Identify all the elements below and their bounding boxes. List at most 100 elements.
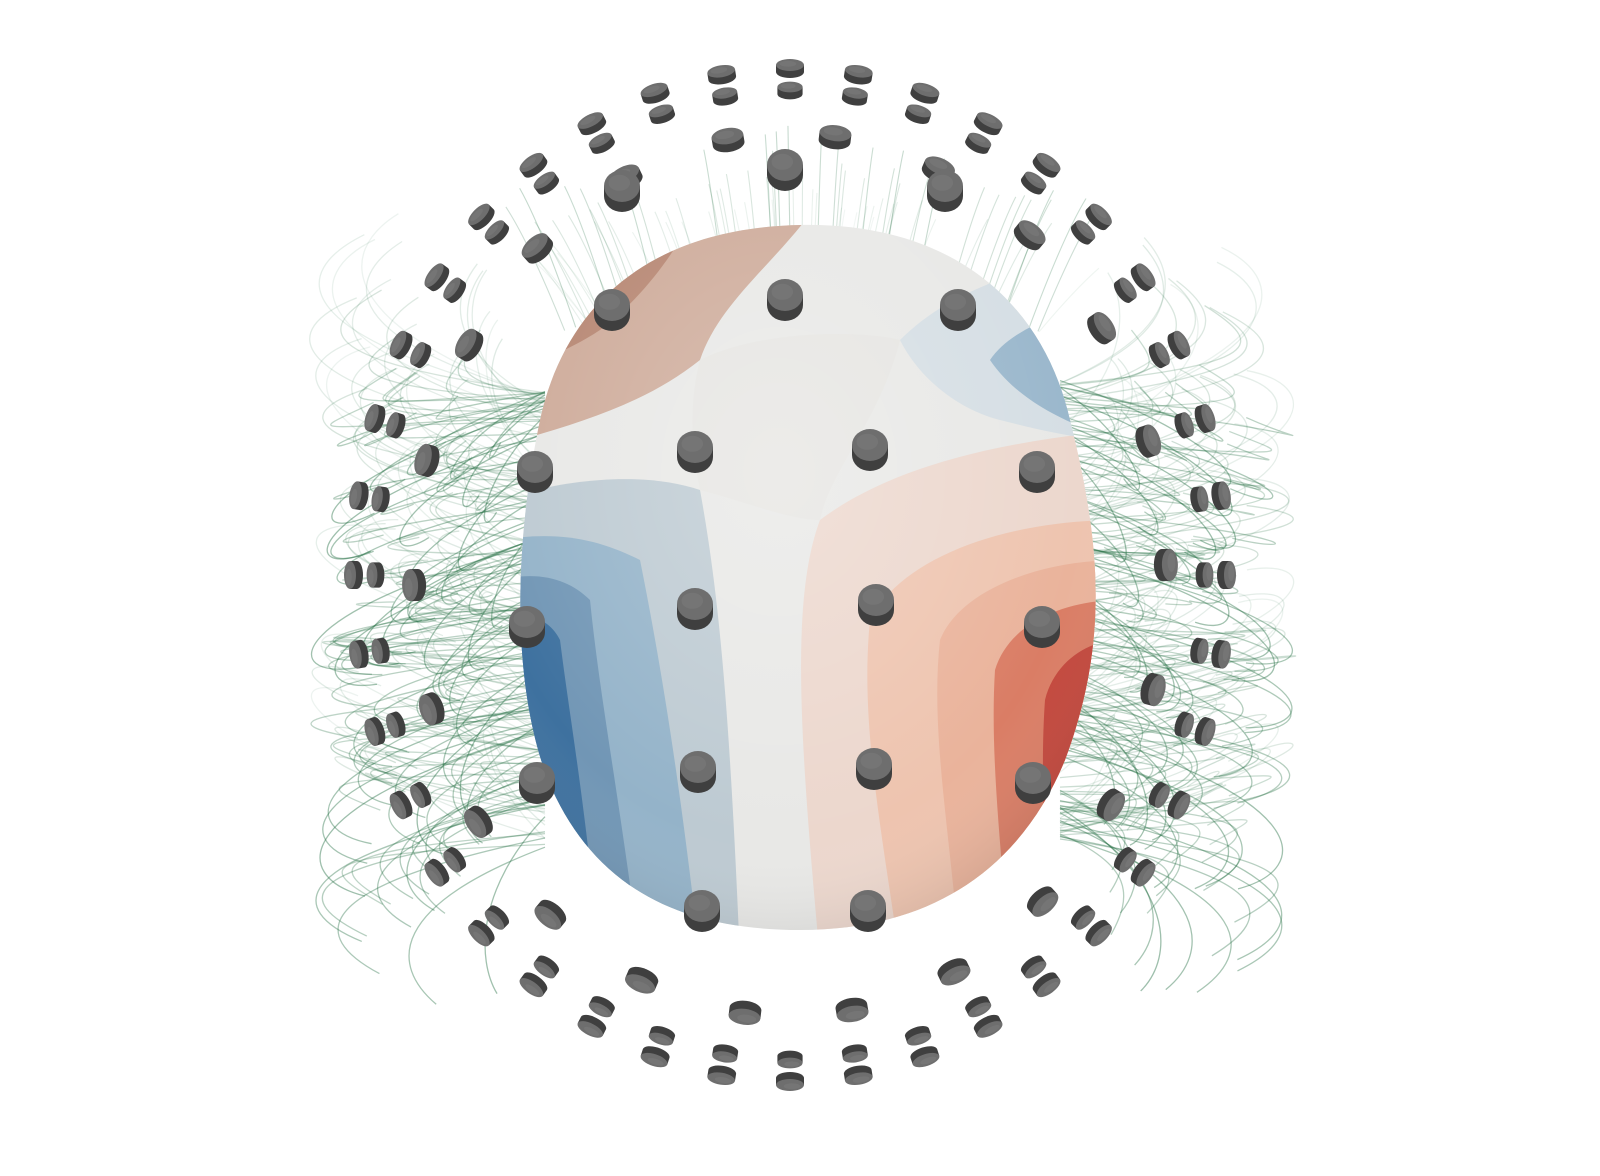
meg-sensor <box>484 905 510 930</box>
field-line <box>1059 505 1164 537</box>
field-line <box>442 663 546 791</box>
meg-sensor <box>386 711 406 738</box>
meg-sensor <box>519 972 548 998</box>
field-line <box>441 493 546 605</box>
field-line <box>443 639 546 696</box>
field-line <box>436 423 546 493</box>
field-line <box>1059 483 1290 546</box>
field-line <box>1059 659 1255 718</box>
eeg-electrode <box>858 584 894 626</box>
field-line <box>465 490 546 616</box>
meg-sensor <box>364 717 386 747</box>
field-line <box>334 726 546 789</box>
field-line <box>457 455 546 571</box>
field-line <box>1059 605 1136 710</box>
field-line <box>466 720 546 844</box>
field-line <box>429 492 546 544</box>
field-line <box>1059 684 1258 713</box>
field-line <box>1059 283 1199 454</box>
meg-sensor <box>841 87 868 106</box>
field-line <box>414 597 546 731</box>
field-line <box>1059 504 1294 554</box>
meg-sensor <box>707 1065 737 1086</box>
field-line <box>435 493 546 546</box>
field-line <box>1059 387 1161 416</box>
eeg-electrode <box>684 890 720 932</box>
meg-sensor <box>843 64 873 85</box>
field-line <box>319 729 546 897</box>
field-line <box>1059 548 1204 559</box>
field-line <box>318 234 546 401</box>
field-line <box>1059 645 1253 778</box>
field-line <box>1059 244 1165 384</box>
field-line <box>1059 491 1255 516</box>
field-line <box>408 550 546 623</box>
meg-sensor <box>349 639 369 669</box>
field-line <box>1059 741 1133 819</box>
field-line <box>1059 329 1150 386</box>
field-line <box>535 257 590 324</box>
field-line <box>1059 714 1116 756</box>
field-line <box>442 471 546 510</box>
field-line <box>1059 373 1278 505</box>
meg-sensor <box>386 412 406 439</box>
field-line <box>1059 280 1207 397</box>
field-line <box>1059 674 1144 754</box>
field-line <box>438 588 546 702</box>
eeg-electrode <box>509 606 545 648</box>
field-line <box>409 433 546 571</box>
field-line <box>1059 721 1193 791</box>
field-line <box>466 740 546 756</box>
eeg-electrode <box>677 431 713 473</box>
field-line <box>460 575 546 616</box>
field-line <box>1059 311 1265 417</box>
field-line <box>1059 819 1193 991</box>
field-line <box>359 707 546 777</box>
meg-sensor <box>521 233 554 264</box>
meg-sensor <box>711 127 745 153</box>
field-line <box>1059 688 1198 792</box>
meg-sensor <box>1140 672 1166 707</box>
field-line <box>1059 663 1168 780</box>
field-line <box>406 769 546 912</box>
meg-sensor <box>777 81 803 100</box>
field-line <box>368 331 546 402</box>
eeg-electrode-array <box>509 149 1060 932</box>
field-line <box>1059 277 1197 403</box>
meg-sensor <box>577 112 607 136</box>
field-line <box>411 723 546 752</box>
field-line <box>1059 709 1184 726</box>
field-line <box>421 639 546 741</box>
field-line <box>480 761 546 782</box>
meg-sensor <box>1113 847 1137 873</box>
field-line <box>1059 796 1238 826</box>
meg-sensor <box>965 996 992 1018</box>
field-line <box>1059 585 1175 706</box>
field-line <box>1059 696 1218 796</box>
field-line <box>1059 403 1294 437</box>
field-line <box>1059 460 1167 521</box>
meg-sensor <box>468 203 495 231</box>
field-line <box>382 767 546 810</box>
meg-sensor <box>344 561 363 589</box>
field-line <box>1059 469 1246 561</box>
field-line <box>342 504 546 543</box>
field-line <box>1059 557 1293 665</box>
field-line <box>397 697 546 735</box>
field-line <box>399 432 546 547</box>
field-line <box>490 744 546 826</box>
field-line <box>364 400 546 447</box>
field-line <box>361 519 546 632</box>
field-line <box>397 441 546 583</box>
field-line <box>432 638 546 711</box>
field-line <box>1059 594 1193 640</box>
field-line <box>1059 703 1150 741</box>
field-line <box>1059 641 1190 667</box>
meg-sensor <box>484 220 510 245</box>
field-line <box>1059 399 1248 520</box>
eeg-electrode <box>680 751 716 793</box>
field-line <box>1059 442 1229 516</box>
field-line <box>438 680 546 751</box>
field-line <box>1059 547 1275 682</box>
meg-sensor <box>519 152 548 178</box>
